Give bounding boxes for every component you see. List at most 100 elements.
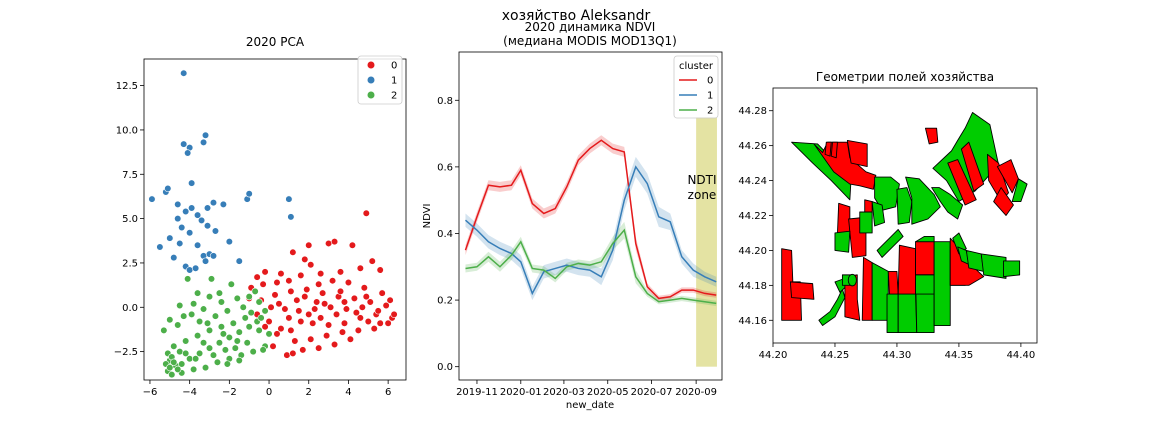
pca-point-cluster-1 [199, 138, 208, 146]
ndvi-title-line: (медиана MODIS MOD13Q1) [503, 34, 677, 48]
pca-point-cluster-2 [229, 319, 237, 327]
pca-point-cluster-2 [223, 307, 231, 315]
pca-point-cluster-2 [203, 319, 212, 327]
fields-panel: Геометрии полей хозяйства 44.20 44.25 44.3… [738, 70, 1038, 361]
field-polygon-green [1011, 178, 1028, 202]
ndvi-legend: cluster 0 1 2 [673, 55, 719, 119]
pca-point-cluster-0 [358, 303, 366, 311]
pca-point-cluster-0 [297, 271, 305, 279]
pca-point-cluster-2 [195, 317, 204, 326]
fields-y-ticks: 44.16 44.18 44.20 44.22 44.24 44.26 44.28 [738, 106, 773, 327]
pca-point-cluster-2 [245, 323, 253, 331]
ndvi-title: 2020 динамика NDVI (медиана MODIS MOD13Q1… [503, 20, 677, 48]
pca-point-cluster-1 [180, 140, 188, 148]
pca-legend: 0 1 2 [357, 55, 403, 105]
pca-point-cluster-2 [205, 326, 214, 334]
figure-suptitle: хозяйство Aleksandr [502, 8, 651, 24]
pca-point-cluster-1 [148, 195, 156, 203]
pca-point-cluster-1 [188, 179, 196, 187]
ndti-zone-label-line: zone [688, 188, 717, 202]
field-polygon-green [980, 253, 1007, 279]
pca-y-tick-label: 0.0 [122, 303, 138, 314]
pca-point-cluster-2 [225, 333, 233, 342]
pca-point-cluster-1 [174, 200, 182, 209]
pca-point-cluster-1 [235, 257, 243, 265]
ndvi-band-cluster-1 [465, 156, 717, 301]
pca-point-cluster-0 [265, 317, 273, 326]
pca-point-cluster-1 [182, 207, 190, 216]
pca-point-cluster-2 [174, 365, 182, 373]
pca-point-cluster-2 [223, 360, 231, 368]
pca-point-cluster-0 [350, 294, 358, 303]
pca-point-cluster-2 [235, 356, 243, 365]
field-polygon-green [791, 141, 852, 201]
pca-point-cluster-2 [255, 326, 263, 334]
pca-point-cluster-1 [209, 252, 218, 260]
pca-y-tick-label: 5.0 [122, 214, 138, 225]
field-polygon-red [915, 241, 935, 276]
pca-point-cluster-2 [182, 349, 190, 358]
pca-point-cluster-2 [255, 298, 263, 306]
pca-point-cluster-2 [207, 275, 216, 283]
field-polygon-green [818, 288, 846, 326]
pca-point-cluster-0 [370, 324, 378, 333]
pca-point-cluster-1 [211, 227, 220, 235]
pca-point-cluster-2 [265, 330, 273, 338]
field-polygon-green [905, 176, 941, 225]
pca-point-cluster-0 [323, 332, 331, 340]
pca-point-cluster-2 [199, 339, 208, 347]
pca-point-cluster-2 [215, 339, 224, 347]
pca-point-cluster-0 [348, 241, 357, 249]
pca-point-cluster-0 [374, 307, 382, 315]
pca-point-cluster-2 [217, 323, 226, 331]
pca-x-tick-label: 6 [385, 387, 391, 398]
pca-point-cluster-0 [253, 273, 261, 281]
pca-point-cluster-1 [170, 254, 178, 262]
pca-point-cluster-2 [190, 365, 198, 373]
pca-point-cluster-0 [277, 269, 285, 278]
fields-x-ticks: 44.20 44.25 44.30 44.35 44.40 [759, 343, 1035, 361]
pca-legend-label-0: 0 [391, 61, 397, 72]
fields-y-tick-label: 44.20 [738, 246, 767, 257]
pca-point-cluster-0 [311, 305, 319, 313]
pca-point-cluster-0 [299, 346, 307, 354]
fields-x-tick-label: 44.20 [759, 350, 788, 361]
pca-point-cluster-0 [342, 305, 351, 313]
field-polygon-red [789, 281, 815, 300]
pca-point-cluster-2 [217, 298, 226, 306]
pca-point-cluster-0 [273, 278, 281, 287]
field-polygon-red [830, 141, 838, 159]
ndvi-band-cluster-2 [465, 221, 717, 307]
ndvi-x-tick-label: 2020-05 [587, 387, 629, 398]
pca-point-cluster-0 [289, 248, 297, 256]
pca-point-cluster-0 [340, 319, 349, 327]
pca-point-cluster-2 [174, 321, 182, 329]
ndti-span: NDTI zone [687, 116, 717, 367]
field-polygon-green [915, 236, 935, 243]
field-polygon-red [846, 139, 868, 168]
pca-point-cluster-1 [180, 69, 188, 77]
pca-point-cluster-0 [352, 309, 360, 317]
ndvi-x-tick-label: 2020-03 [543, 387, 585, 398]
pca-point-cluster-0 [319, 289, 327, 297]
field-polygon-red [947, 159, 977, 206]
pca-point-cluster-2 [170, 358, 178, 366]
pca-point-cluster-0 [261, 268, 269, 276]
field-polygon-green [931, 187, 964, 220]
field-polygon-red [837, 202, 851, 234]
field-polygon-green [871, 201, 885, 227]
pca-point-cluster-2 [180, 312, 188, 320]
pca-legend-marker-0 [367, 61, 375, 69]
ndti-zone-rect [696, 116, 717, 367]
pca-point-cluster-0 [305, 310, 313, 318]
pca-point-cluster-0 [307, 335, 315, 343]
pca-point-cluster-2 [184, 275, 192, 283]
ndvi-legend-label-0: 0 [707, 76, 713, 87]
pca-point-cluster-0 [289, 349, 297, 358]
pca-point-cluster-0 [293, 296, 301, 304]
pca-x-tick-label: −4 [182, 387, 197, 398]
pca-point-cluster-0 [297, 317, 305, 326]
ndvi-x-tick-label: 2019-11 [456, 387, 498, 398]
pca-point-cluster-0 [390, 310, 398, 318]
pca-point-cluster-0 [328, 277, 337, 285]
